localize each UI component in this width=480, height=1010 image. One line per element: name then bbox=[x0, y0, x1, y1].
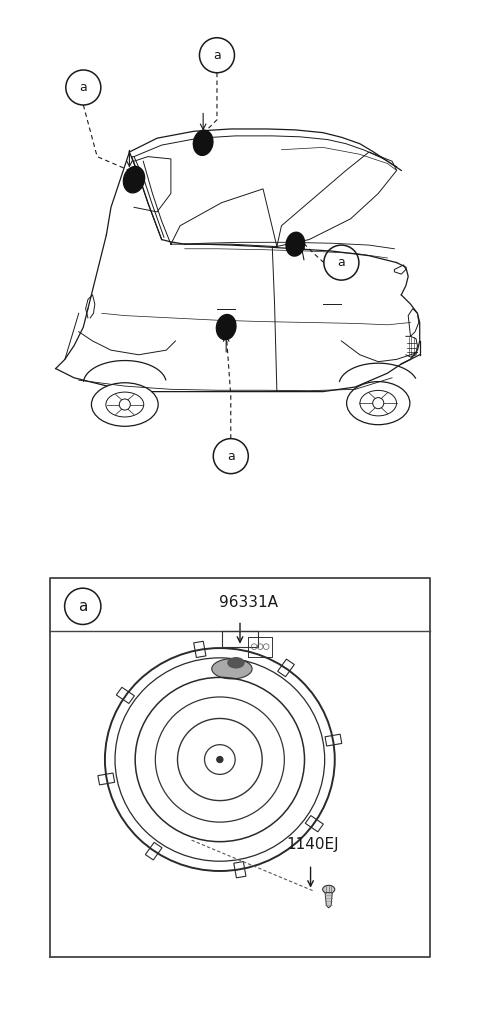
Ellipse shape bbox=[123, 167, 144, 193]
Ellipse shape bbox=[91, 383, 158, 426]
Circle shape bbox=[119, 399, 131, 410]
Ellipse shape bbox=[193, 130, 213, 156]
Text: a: a bbox=[80, 81, 87, 94]
Circle shape bbox=[372, 398, 384, 409]
Text: a: a bbox=[78, 599, 87, 614]
Ellipse shape bbox=[347, 382, 410, 424]
Text: a: a bbox=[213, 48, 221, 62]
Ellipse shape bbox=[323, 886, 335, 894]
Ellipse shape bbox=[212, 659, 252, 679]
Ellipse shape bbox=[216, 314, 236, 339]
Ellipse shape bbox=[217, 756, 223, 763]
Text: 1140EJ: 1140EJ bbox=[286, 837, 339, 852]
Text: a: a bbox=[227, 449, 235, 463]
Text: a: a bbox=[337, 257, 345, 269]
Ellipse shape bbox=[228, 658, 244, 668]
Ellipse shape bbox=[286, 232, 305, 257]
Polygon shape bbox=[325, 893, 332, 908]
Polygon shape bbox=[395, 265, 406, 274]
Text: 96331A: 96331A bbox=[218, 595, 277, 610]
